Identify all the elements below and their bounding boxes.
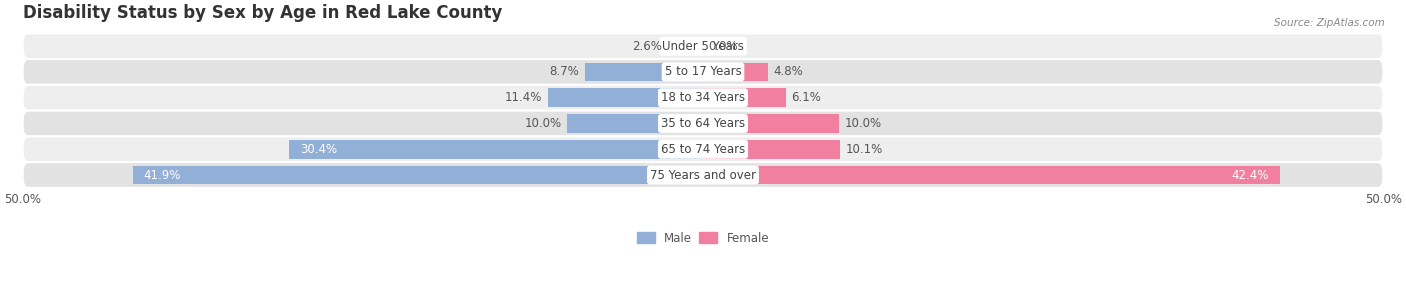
FancyBboxPatch shape	[22, 136, 1384, 162]
Text: 75 Years and over: 75 Years and over	[650, 168, 756, 181]
Text: 6.1%: 6.1%	[792, 91, 821, 104]
Bar	[548, 88, 703, 107]
Text: 8.7%: 8.7%	[550, 65, 579, 78]
Bar	[567, 114, 703, 133]
Text: Source: ZipAtlas.com: Source: ZipAtlas.com	[1274, 18, 1385, 28]
Text: Disability Status by Sex by Age in Red Lake County: Disability Status by Sex by Age in Red L…	[22, 4, 502, 22]
Text: 35 to 64 Years: 35 to 64 Years	[661, 117, 745, 130]
Bar	[585, 63, 703, 81]
Text: 30.4%: 30.4%	[301, 143, 337, 156]
Bar	[668, 37, 703, 56]
Bar	[703, 114, 839, 133]
Legend: Male, Female: Male, Female	[633, 227, 773, 249]
Text: 0.0%: 0.0%	[709, 40, 738, 53]
Bar	[703, 140, 841, 158]
Bar	[703, 166, 1279, 184]
Text: 41.9%: 41.9%	[143, 168, 181, 181]
FancyBboxPatch shape	[22, 85, 1384, 111]
Bar	[290, 140, 703, 158]
Text: 5 to 17 Years: 5 to 17 Years	[665, 65, 741, 78]
Text: 11.4%: 11.4%	[505, 91, 543, 104]
FancyBboxPatch shape	[22, 59, 1384, 85]
Text: 10.0%: 10.0%	[845, 117, 882, 130]
Text: 4.8%: 4.8%	[773, 65, 803, 78]
Bar	[703, 88, 786, 107]
FancyBboxPatch shape	[22, 111, 1384, 136]
Text: 10.0%: 10.0%	[524, 117, 561, 130]
Text: 18 to 34 Years: 18 to 34 Years	[661, 91, 745, 104]
Text: 42.4%: 42.4%	[1232, 168, 1270, 181]
Text: 65 to 74 Years: 65 to 74 Years	[661, 143, 745, 156]
Bar	[703, 63, 768, 81]
Bar	[134, 166, 703, 184]
FancyBboxPatch shape	[22, 33, 1384, 59]
FancyBboxPatch shape	[22, 162, 1384, 188]
Text: 10.1%: 10.1%	[846, 143, 883, 156]
Text: 2.6%: 2.6%	[633, 40, 662, 53]
Text: Under 5 Years: Under 5 Years	[662, 40, 744, 53]
